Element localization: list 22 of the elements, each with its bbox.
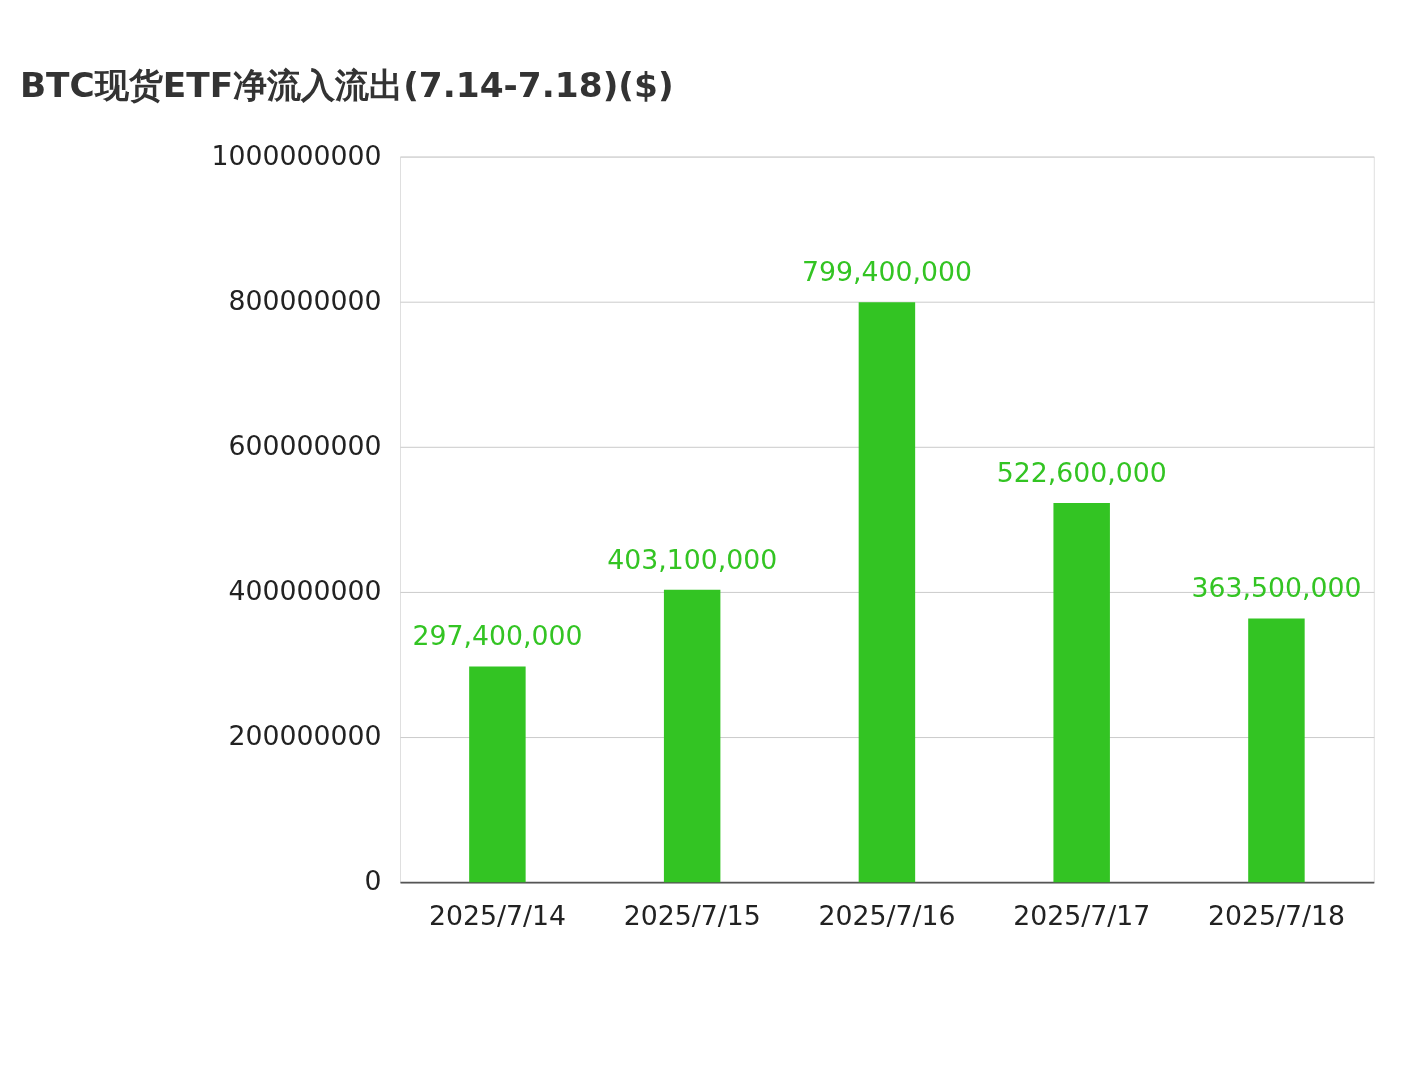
y-tick-label: 400000000: [228, 575, 382, 607]
data-label: 297,400,000: [412, 620, 583, 652]
y-tick-label: 600000000: [228, 429, 382, 461]
x-tick-label: 2025/7/15: [623, 899, 761, 931]
data-label: 363,500,000: [1191, 572, 1362, 604]
bar: [663, 589, 721, 883]
y-tick-label: 0: [364, 865, 382, 897]
y-tick-label: 1000000000: [211, 139, 382, 171]
bar: [1053, 502, 1110, 883]
y-tick-label: 800000000: [228, 284, 382, 316]
bar: [858, 302, 916, 883]
data-label: 403,100,000: [607, 543, 778, 575]
data-label: 799,400,000: [801, 256, 972, 288]
x-tick-label: 2025/7/16: [818, 899, 956, 931]
x-tick-label: 2025/7/14: [428, 899, 566, 931]
chart-title: BTC现货ETF净流入流出(7.14-7.18)($): [19, 65, 674, 106]
x-tick-label: 2025/7/17: [1013, 899, 1151, 931]
y-tick-label: 200000000: [228, 720, 382, 752]
bar: [1248, 618, 1305, 883]
data-label: 522,600,000: [996, 456, 1167, 488]
bar: [469, 666, 526, 883]
x-tick-label: 2025/7/18: [1207, 899, 1345, 931]
